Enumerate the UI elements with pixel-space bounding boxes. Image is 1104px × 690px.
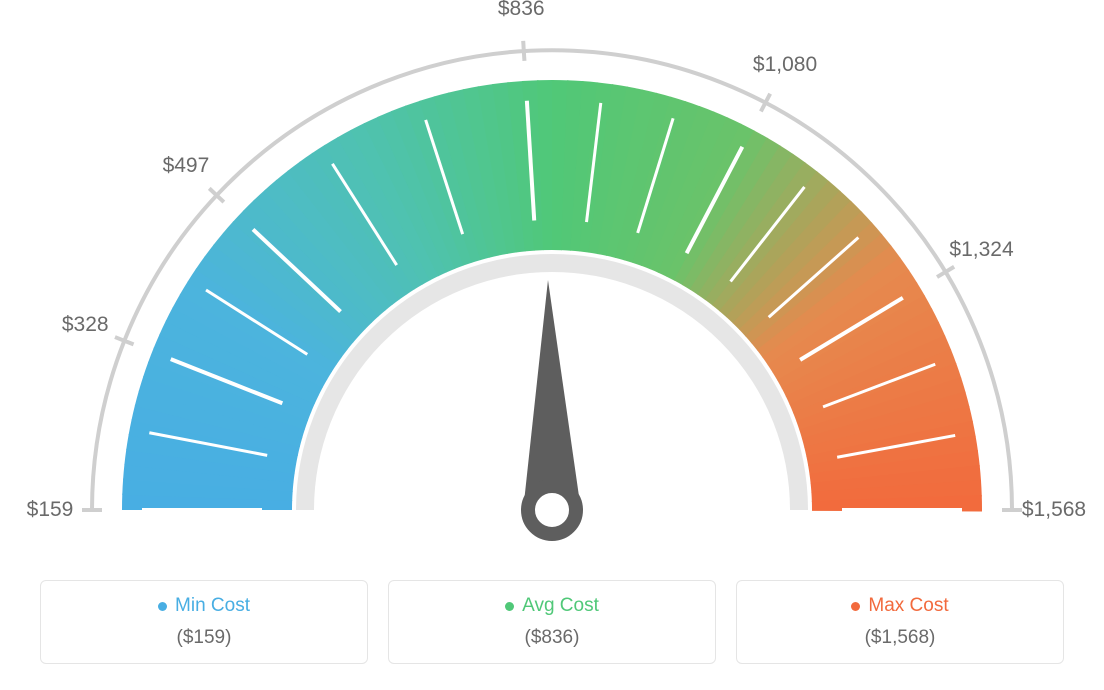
legend-label-min-text: Min Cost bbox=[175, 595, 250, 617]
gauge-tick-label: $497 bbox=[163, 154, 210, 178]
legend-label-max-text: Max Cost bbox=[868, 595, 948, 617]
gauge-tick-label: $1,568 bbox=[1022, 498, 1086, 522]
cost-gauge-chart: $159 $328 $497 $836 $1,080 $1,324 $1,568 Min C… bbox=[0, 0, 1104, 690]
legend-value-avg: ($836) bbox=[399, 627, 705, 649]
legend-dot-min bbox=[158, 602, 167, 611]
gauge-tick-label: $1,324 bbox=[949, 238, 1013, 262]
gauge-tick-label: $328 bbox=[62, 313, 109, 337]
legend-value-min: ($159) bbox=[51, 627, 357, 649]
gauge-tick-label: $836 bbox=[498, 0, 545, 21]
legend-box-max: Max Cost ($1,568) bbox=[736, 580, 1064, 664]
legend-box-min: Min Cost ($159) bbox=[40, 580, 368, 664]
legend-box-avg: Avg Cost ($836) bbox=[388, 580, 716, 664]
gauge-tick-label: $1,080 bbox=[753, 53, 817, 77]
legend-label-avg-text: Avg Cost bbox=[522, 595, 599, 617]
legend-row: Min Cost ($159) Avg Cost ($836) Max Cost… bbox=[0, 580, 1104, 664]
gauge-svg bbox=[0, 0, 1104, 570]
gauge-area: $159 $328 $497 $836 $1,080 $1,324 $1,568 bbox=[0, 0, 1104, 570]
legend-label-avg: Avg Cost bbox=[399, 595, 705, 617]
legend-label-max: Max Cost bbox=[747, 595, 1053, 617]
gauge-tick-label: $159 bbox=[27, 498, 74, 522]
legend-dot-max bbox=[851, 602, 860, 611]
legend-label-min: Min Cost bbox=[51, 595, 357, 617]
legend-dot-avg bbox=[505, 602, 514, 611]
legend-value-max: ($1,568) bbox=[747, 627, 1053, 649]
